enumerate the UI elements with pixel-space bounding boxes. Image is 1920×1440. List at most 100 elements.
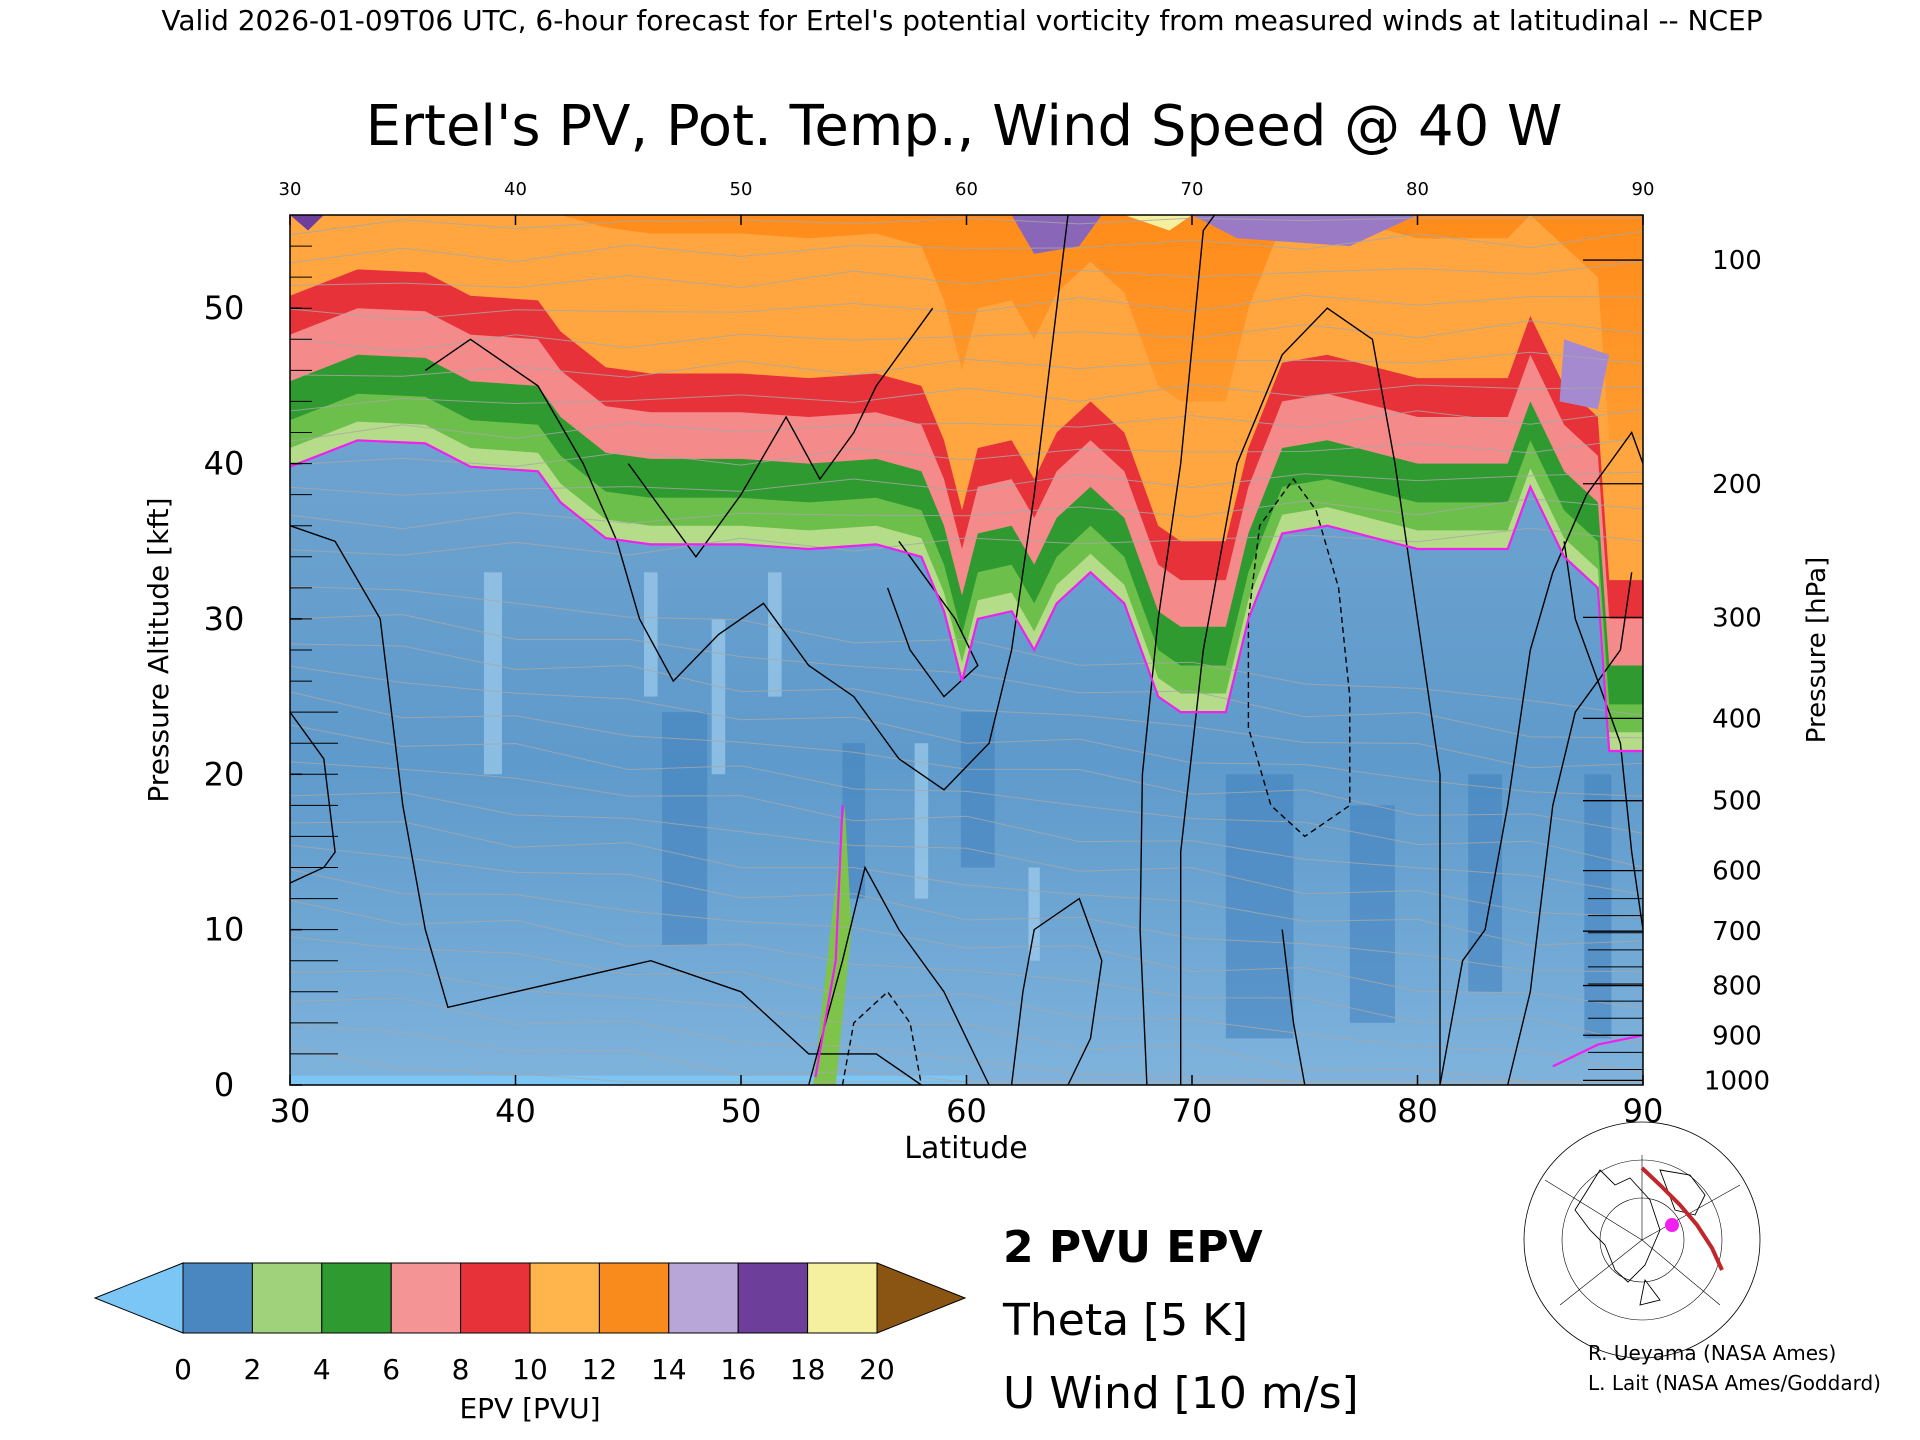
colorbar-segment [460,1262,531,1334]
colorbar-tick-label: 0 [174,1353,192,1386]
lighter-pv-streak-2 [711,618,726,775]
colorbar-segment [668,1262,739,1334]
x-tick-label-top: 70 [1181,179,1204,200]
colorbar-tick-label: 2 [243,1353,261,1386]
wind-contour-10-d [1010,897,1103,1086]
x-tick-label: 60 [946,1092,987,1130]
theta-line [289,899,1644,1045]
theta-line [289,844,1644,973]
theta-line [289,409,1644,442]
theta-line [289,586,1644,717]
wind-contour-neg-10 [1247,477,1351,838]
credit-1: R. Ueyama (NASA Ames) [1588,1341,1836,1365]
y-tick-label-right: 100 [1712,246,1762,276]
colorbar-over-arrow [876,1262,967,1334]
colorbar-segment [321,1262,392,1334]
plot-area [289,214,1644,1086]
epv-band-purple-2 [1192,215,1418,247]
colorbar-label: EPV [PVU] [459,1392,600,1425]
x-tick-label-top: 30 [279,179,302,200]
theta-line [289,230,1644,264]
y-tick-label-left: 50 [204,289,245,327]
cross-section-track [1640,1166,1724,1271]
theta-line [289,665,1644,797]
x-tick-label-top: 90 [1632,179,1655,200]
x-tick-label-top: 60 [955,179,978,200]
y-tick-label-right: 900 [1712,1021,1762,1051]
y-tick-label-right: 1000 [1704,1066,1770,1096]
wind-contour-0-a [1139,214,1216,1086]
x-tick-label-top: 40 [504,179,527,200]
wind-contour-20 [627,307,934,558]
pv-2pvu-line-surface [1552,1034,1644,1068]
theta-line [289,351,1644,378]
x-tick-label: 70 [1172,1092,1213,1130]
y-tick-label-right: 400 [1712,704,1762,734]
colorbar-segment [598,1262,670,1334]
epv-band-purple-4 [290,215,324,231]
y-tick-label-left: 0 [214,1066,234,1104]
y-tick-label-left: 10 [204,911,245,949]
lighter-pv-streak-0 [483,572,502,775]
theta-line [289,643,1644,769]
wind-contour-0-c [1281,929,1306,1086]
theta-line [289,320,1644,353]
theta-line [289,970,1643,1083]
low-pv-streak-0 [662,712,708,946]
y-tick-label-right: 200 [1712,470,1762,500]
theta-line [289,498,1644,530]
valid-header: Valid 2026-01-09T06 UTC, 6-hour forecast… [161,4,1762,37]
x-axis-bottom: 30 40 50 60 70 80 90 [270,1075,1664,1130]
x-tick-label: 90 [1623,1092,1664,1130]
y-tick-label-right: 700 [1712,917,1762,947]
y-tick-label-right: 500 [1712,787,1762,817]
colorbar-tick-label: 10 [512,1353,548,1386]
theta-line [289,527,1644,556]
colorbar-segment [737,1262,809,1334]
low-pv-streak-3 [1225,774,1294,1039]
theta-line [289,691,1644,834]
theta-line [289,384,1644,412]
y-axis-left-label: Pressure Altitude [kft] [142,497,175,802]
epv-band-purple-1 [1011,215,1102,254]
y-tick-label-left: 40 [204,445,245,483]
theta-line [289,294,1644,321]
theta-line [289,260,1644,289]
x-tick-label: 30 [270,1092,311,1130]
colorbar-segment [390,1262,462,1334]
wind-contour-neg [841,990,923,1086]
y-tick-label-left: 30 [204,600,245,638]
y-tick-label-right: 300 [1712,603,1762,633]
lighter-pv-streak-5 [914,743,929,899]
low-pv-streak-2 [960,712,995,868]
pv-2pvu-line [289,439,1643,753]
colorbar-tick-label: 16 [720,1353,756,1386]
x-tick-label: 40 [495,1092,536,1130]
y-axis-right-label: Pressure [hPa] [1802,557,1832,744]
surface-light-band [290,1075,967,1085]
location-marker [1665,1218,1679,1232]
x-tick-label-top: 80 [1406,179,1429,200]
theta-line [289,791,1644,918]
x-tick-label: 50 [721,1092,762,1130]
y-tick-label-left: 20 [204,755,245,793]
pv-tongue-54n [813,805,852,1085]
locator-map [1523,1121,1761,1359]
wind-contour-10-e [1439,431,1644,1086]
theta-line [289,821,1644,946]
lighter-pv-streak-4 [1028,867,1040,961]
theta-line [289,613,1644,739]
x-axis-top: 30 40 50 60 70 80 90 [279,179,1655,225]
wind-contour-30-b [1563,541,1633,683]
y-axis-right: 100 200 300 400 500 600 700 800 900 1000 [1583,246,1770,1096]
wind-contour-20-b [1507,679,1644,1086]
wind-contour-10-b [424,214,1069,791]
colorbar-segment [529,1262,600,1334]
colorbar-segment [807,1262,878,1334]
credit-2: L. Lait (NASA Ames/Goddard) [1588,1371,1881,1395]
legend-item-uwind: U Wind [10 m/s] [1003,1368,1359,1419]
x-tick-label-top: 50 [730,179,753,200]
legend: 2 PVU EPV Theta [5 K] U Wind [10 m/s] [1002,1222,1359,1419]
wind-contour-30-a [886,540,979,698]
